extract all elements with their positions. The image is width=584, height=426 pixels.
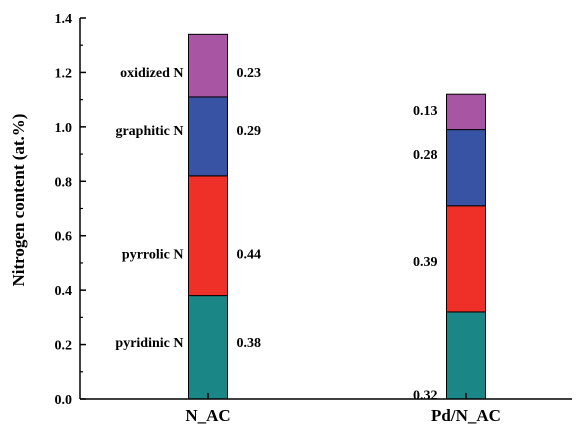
- bar-segment-1-3: [188, 96, 228, 177]
- bar-segment-1-4: [188, 33, 228, 98]
- bar-segment-2-3: [446, 129, 486, 207]
- value-label-1-3: 0.29: [237, 124, 262, 139]
- series-label-3: graphitic N: [115, 124, 183, 139]
- labels-layer: 0.0 0.2 0.4 0.6 0.8 1.0 1.2 1.4 N_AC Pd/N_AC pyrid…: [55, 12, 501, 425]
- value-label-1-1: 0.38: [237, 336, 262, 351]
- y-tick-label-4: 0.6: [55, 230, 73, 245]
- bar-segment-1-2: [188, 175, 228, 297]
- x-tick-label-2: Pd/N_AC: [431, 406, 501, 425]
- value-label-2-2: 0.39: [413, 255, 438, 270]
- series-label-1: pyridinic N: [115, 336, 183, 351]
- y-tick-label-1: 0.0: [55, 393, 73, 408]
- y-tick-label-8: 1.4: [55, 12, 73, 27]
- y-tick-label-5: 0.8: [55, 175, 73, 190]
- bar-segment-2-2: [446, 205, 486, 313]
- value-label-2-1: 0.32: [413, 389, 438, 404]
- bar-segment-2-4: [446, 93, 486, 131]
- y-axis-title: Nitrogen content (at.%): [9, 114, 28, 287]
- series-label-2: pyrrolic N: [122, 248, 184, 263]
- value-label-2-3: 0.28: [413, 148, 438, 163]
- value-label-2-4: 0.13: [413, 104, 438, 119]
- value-label-1-2: 0.44: [237, 248, 262, 263]
- y-tick-label-6: 1.0: [55, 121, 73, 136]
- series-label-4: oxidized N: [120, 66, 183, 81]
- bar-segment-1-1: [188, 295, 228, 400]
- bar-segment-2-1: [446, 311, 486, 400]
- y-tick-label-2: 0.2: [55, 339, 73, 354]
- y-tick-label-3: 0.4: [55, 284, 73, 299]
- axes-layer: [79, 17, 572, 400]
- y-tick-label-7: 1.2: [55, 66, 73, 81]
- x-tick-label-1: N_AC: [185, 406, 230, 425]
- bars-layer: [188, 33, 486, 400]
- value-label-1-4: 0.23: [237, 66, 262, 81]
